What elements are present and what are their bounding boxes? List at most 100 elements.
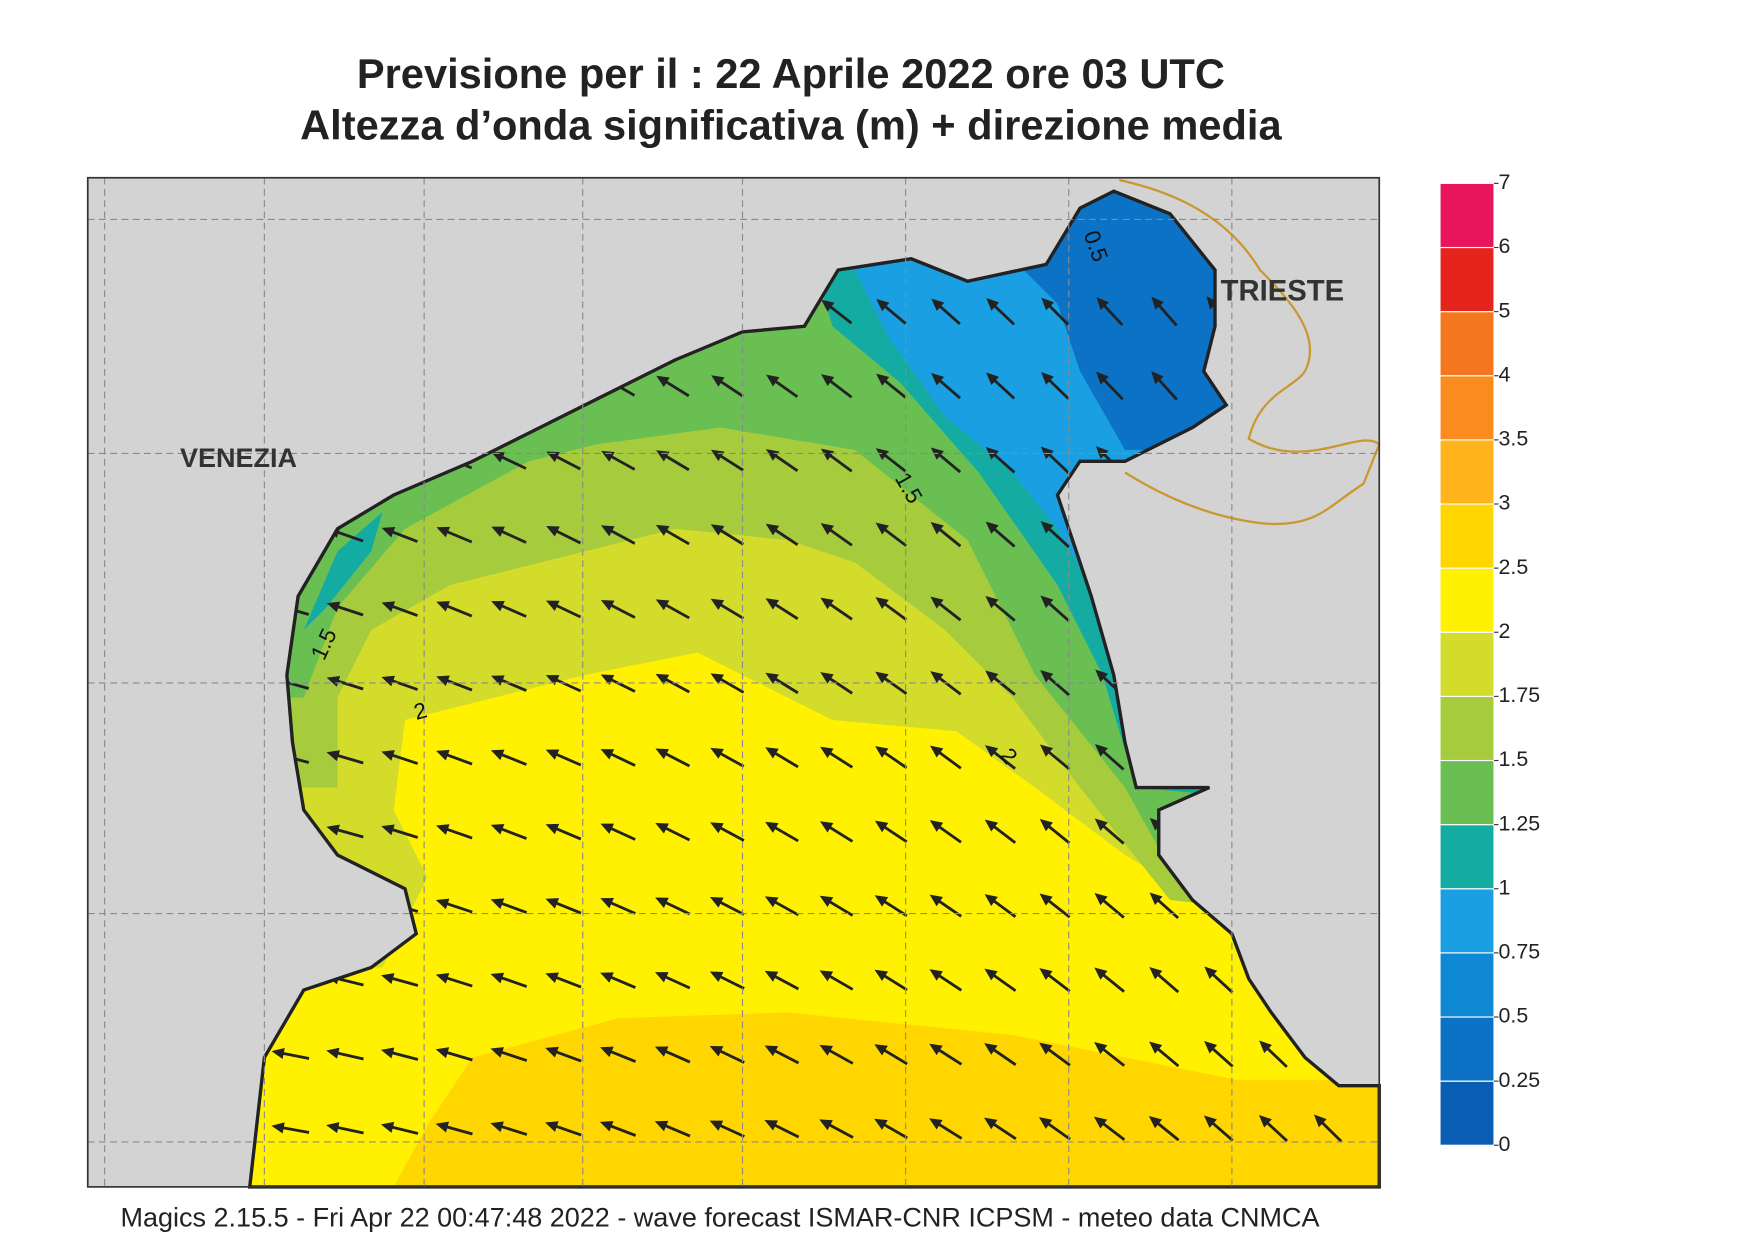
arrow-head bbox=[655, 673, 670, 685]
colorbar-label: 4 bbox=[1499, 362, 1511, 386]
arrow-head bbox=[1040, 595, 1054, 608]
colorbar-label: 1.25 bbox=[1499, 811, 1541, 835]
arrow-head bbox=[1094, 1042, 1108, 1055]
arrow-head bbox=[490, 749, 505, 761]
arrow-head bbox=[271, 1048, 285, 1060]
colorbar-box bbox=[1439, 503, 1495, 569]
arrow-head bbox=[929, 1118, 943, 1130]
colorbar-label: 2.5 bbox=[1499, 555, 1529, 579]
arrow-head bbox=[435, 1047, 450, 1059]
arrow-head bbox=[1149, 818, 1163, 831]
arrow-head bbox=[765, 672, 779, 685]
arrow-head bbox=[875, 448, 890, 461]
arrow-head bbox=[435, 1121, 450, 1133]
arrow-head bbox=[711, 375, 725, 387]
arrow-head bbox=[820, 523, 835, 535]
arrow-head bbox=[435, 898, 450, 910]
arrow-head bbox=[984, 745, 999, 758]
arrow-head bbox=[929, 1043, 943, 1056]
colorbar-box bbox=[1439, 1080, 1495, 1146]
colorbar-box bbox=[1439, 888, 1495, 954]
arrow-head bbox=[326, 1122, 340, 1134]
arrow-head bbox=[930, 671, 944, 684]
arrow-head bbox=[1313, 1114, 1327, 1128]
arrow-head bbox=[765, 523, 780, 536]
arrow-head bbox=[600, 599, 615, 611]
arrow-head bbox=[930, 745, 944, 758]
arrow-head bbox=[1151, 296, 1164, 310]
colorbar-label: 1 bbox=[1499, 875, 1511, 899]
arrow-head bbox=[820, 746, 834, 759]
arrow-head bbox=[1149, 1041, 1163, 1054]
arrow-head bbox=[490, 824, 505, 835]
arrow-head bbox=[601, 525, 615, 537]
place-label: TRIESTE bbox=[1221, 275, 1345, 307]
arrow-head bbox=[435, 824, 450, 835]
colorbar-box bbox=[1439, 311, 1495, 377]
arrow-head bbox=[490, 1047, 504, 1058]
arrow-head bbox=[820, 672, 834, 684]
colorbar-label: 3.5 bbox=[1499, 427, 1529, 451]
arrow-head bbox=[436, 749, 450, 761]
arrow-head bbox=[874, 1118, 888, 1130]
arrow-head bbox=[599, 1121, 614, 1132]
arrow-head bbox=[1041, 372, 1054, 385]
arrow-head bbox=[1206, 296, 1219, 310]
arrow-head bbox=[1039, 893, 1053, 906]
colorbar-label: 3 bbox=[1499, 491, 1511, 515]
arrow-head bbox=[435, 972, 450, 984]
arrow-head bbox=[985, 521, 999, 534]
arrow-head bbox=[1041, 297, 1055, 311]
footer: Magics 2.15.5 - Fri Apr 22 00:47:48 2022… bbox=[121, 1202, 1320, 1232]
colorbar-label: 0.75 bbox=[1499, 940, 1541, 964]
arrow-head bbox=[709, 1120, 724, 1131]
arrow-head bbox=[546, 526, 560, 537]
arrow-head bbox=[819, 821, 834, 833]
arrow-head bbox=[819, 895, 834, 907]
arrow-head bbox=[546, 600, 560, 611]
arrow-head bbox=[381, 527, 396, 538]
arrow-head bbox=[381, 675, 395, 687]
arrow-head bbox=[491, 526, 505, 537]
arrow-head bbox=[819, 970, 834, 982]
arrow-head bbox=[929, 820, 944, 832]
arrow-head bbox=[875, 597, 889, 609]
arrow-head bbox=[326, 675, 341, 687]
arrow-head bbox=[1040, 670, 1054, 683]
arrow-head bbox=[1093, 1116, 1108, 1129]
arrow-head bbox=[1204, 1041, 1218, 1054]
arrow-head bbox=[1151, 371, 1164, 385]
arrow-head bbox=[1094, 893, 1108, 906]
colorbar-label: 0.5 bbox=[1499, 1004, 1529, 1028]
arrow-head bbox=[1203, 1115, 1217, 1128]
arrow-head bbox=[929, 969, 943, 981]
colorbar-box bbox=[1439, 631, 1495, 697]
arrow-head bbox=[1149, 967, 1163, 980]
arrow-head bbox=[876, 299, 890, 312]
arrow-head bbox=[546, 451, 560, 463]
arrow-head bbox=[600, 749, 615, 760]
arrow-head bbox=[819, 1119, 833, 1131]
arrow-head bbox=[820, 448, 835, 461]
arrow-head bbox=[929, 894, 944, 907]
arrow-head bbox=[985, 670, 999, 683]
colorbar-box bbox=[1439, 824, 1495, 890]
arrow-head bbox=[764, 1045, 779, 1057]
colorbar-label: 2 bbox=[1499, 619, 1511, 643]
arrow-head bbox=[874, 820, 889, 833]
colorbar-label: 6 bbox=[1499, 234, 1511, 258]
colorbar-box bbox=[1439, 246, 1495, 313]
arrow-head bbox=[765, 598, 780, 610]
arrow-head bbox=[655, 823, 669, 834]
arrow-head bbox=[381, 750, 395, 761]
arrow-head bbox=[1039, 1042, 1053, 1055]
arrow-head bbox=[766, 374, 780, 387]
arrow-head bbox=[380, 1047, 395, 1059]
colorbar-label: 7 bbox=[1499, 170, 1511, 194]
arrow-head bbox=[1259, 1040, 1272, 1054]
arrow-head bbox=[1039, 968, 1053, 981]
arrow-head bbox=[709, 971, 724, 983]
arrow-head bbox=[600, 823, 615, 834]
arrow-head bbox=[710, 747, 724, 759]
arrow-head bbox=[491, 452, 506, 463]
